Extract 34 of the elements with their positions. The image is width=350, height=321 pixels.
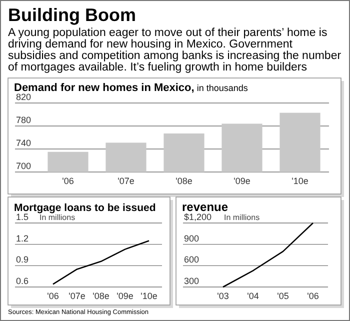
x-tick-label: '06 [47,291,59,301]
y-tick-label: 900 [184,233,200,244]
x-tick-label: '06 [62,176,74,186]
text: A young population eager to move out of their parents’ home is driving demand for new housing in Mexico. Government subsidies and competition among banks is increasing the number of mortgages available. It’s fueling growth in home builders [8,27,342,74]
x-tick-label: '07e [68,291,86,301]
y-tick-label: 820 [16,92,32,102]
y-tick-label: 740 [16,138,32,148]
y-tick-label: 0.6 [16,276,29,286]
text: Building Boom [8,5,136,25]
y-tick-label: 1.2 [16,233,29,244]
y-tick-label: 300 [184,276,200,286]
chart-subtitle: In millions [224,213,260,222]
x-tick-label: '05 [277,291,289,301]
x-tick-label: '08e [176,176,192,186]
y-tick-label: 600 [184,254,200,265]
chart-title: Demand for new homes in Mexico, [14,82,194,94]
x-tick-label: '06 [307,291,319,301]
y-tick-label: 780 [16,115,32,125]
x-tick-label: '10e [292,176,308,186]
chart-subtitle: in thousands [194,83,248,93]
x-tick-label: '03 [217,291,229,301]
x-tick-label: '04 [247,291,259,301]
y-tick-label: $1,200 [184,212,212,222]
y-tick-label: 1.5 [16,212,29,222]
chart-title: revenue [182,200,228,214]
x-tick-label: '09e [234,176,250,186]
x-tick-label: '09e [116,291,134,301]
x-tick-label: '08e [92,291,110,301]
x-tick-label: '07e [118,176,134,186]
x-tick-label: '10e [140,291,158,301]
y-tick-label: 700 [16,161,32,171]
chart-title: Mortgage loans to be issued [14,202,156,214]
y-tick-label: 0.9 [16,254,29,265]
chart-subtitle: In millions [40,213,76,222]
